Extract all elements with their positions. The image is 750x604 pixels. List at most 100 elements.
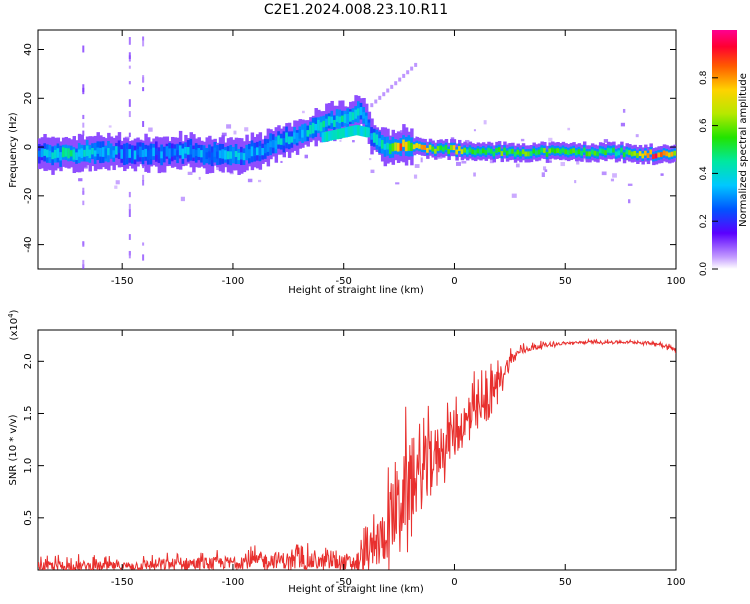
spectrogram-speckle [489,159,494,164]
colorbar-tick-label: 0.4 [699,166,709,181]
spectrogram-artifact [128,111,131,118]
spectrogram-artifact [128,191,131,198]
colorbar: 0.0 0.2 0.4 0.6 0.8 Normalized spectral ampl… [699,30,749,276]
spectrogram-streak [370,103,374,108]
spectrogram-band-core [380,140,385,149]
spectrogram-band-core [330,116,334,124]
spectrogram-band-core [53,149,58,159]
spectrogram-band-core [213,147,217,157]
spectrogram-band-core [513,151,518,157]
spectrogram-band-core [543,148,547,153]
spectrogram-band-core [359,107,364,116]
spectrogram-band-core [582,147,587,153]
spectrogram-band-core [574,150,579,156]
snr-xtick-label: 50 [559,577,572,588]
spectrogram-band-core [333,119,337,127]
spectrogram-speckle [413,174,418,179]
spectrogram-band-core [540,147,544,153]
spectrogram-band-core [240,152,244,160]
spectrogram-artifact [142,180,145,186]
spectrogram-band-core [609,148,613,154]
spectrogram-band-core [471,149,475,155]
spectrogram-speckle [627,183,633,186]
spectrogram-speckle [115,180,120,185]
spectrogram-band-core [181,148,186,159]
spectrogram-streak [410,66,414,71]
spectrogram-speckle [465,139,470,144]
spectrogram-band-core [479,149,483,155]
spectrogram-band-core [168,148,172,159]
spectrogram-streak [382,92,386,97]
spectrogram-band-core [548,148,552,154]
spectrogram-band-core [402,139,406,147]
spectrogram-band-core [660,152,664,157]
spectrogram-band-core [492,151,497,157]
snr-ytick-label: 2.0 [23,353,34,369]
spectrogram-band-core [277,135,281,145]
spectrogram-xtick-label: 50 [559,276,572,287]
spectrogram-artifact [142,254,145,261]
spectrogram-band-core [69,150,74,157]
spectrogram-heat [38,36,676,269]
spectrogram-band-core [407,140,411,151]
spectrogram-ytick-label: 0 [23,144,34,150]
spectrogram-band-core [301,129,305,138]
spectrogram-artifact [128,99,131,107]
spectrogram-band-core [317,119,321,131]
spectrogram-artifact [82,114,85,120]
spectrogram-band-core [157,150,162,160]
spectrogram-secondary [325,131,330,142]
spectrogram-band-core [625,149,629,155]
spectrogram-speckle [548,160,552,163]
spectrogram-speckle [148,127,153,132]
spectrogram-streak [378,95,382,100]
spectrogram-band-core [226,151,231,160]
spectrogram-band-core [104,148,108,159]
spectrogram-band-core [628,150,632,155]
colorbar-gradient [712,30,737,269]
spectrogram-band-core [617,150,621,156]
spectrogram-band-core [428,144,433,150]
spectrogram-speckle [339,139,342,142]
spectrogram-band-core [146,150,151,160]
spectrogram-band-core [399,143,403,151]
spectrogram-band-core [115,146,119,155]
spectrogram-band-core [162,151,167,158]
spectrogram-band-core [178,145,183,156]
spectrogram-band-core [439,145,443,151]
colorbar-tick-label: 0.2 [699,214,709,228]
spectrogram-band-core [633,150,637,156]
spectrogram-band-core [200,150,204,158]
spectrogram-speckle [610,178,615,182]
spectrogram-band-core [234,151,239,157]
spectrogram-band-core [383,143,388,150]
spectrogram-band-core [431,146,435,152]
spectrogram-band-core [388,143,393,155]
spectrogram-band-core [644,150,648,156]
spectrogram-artifact [142,40,145,47]
spectrogram-artifact [82,87,85,95]
spectrogram-speckle [244,127,249,132]
spectrogram-artifact [82,187,85,195]
spectrogram-band-core [221,149,225,159]
spectrogram-speckle [461,160,467,164]
spectrogram-band-core [460,149,465,155]
spectrogram-artifact [128,37,131,45]
spectrogram-band-core [173,148,178,156]
spectrogram-band-core [465,149,470,155]
spectrogram-speckle [216,166,221,171]
spectrogram-band-core [481,148,486,154]
spectrogram-band-core [604,150,608,156]
spectrogram-band-core [489,148,494,154]
spectrogram-band-core [56,148,61,158]
spectrogram-band-core [508,149,512,155]
spectrogram-band-core [295,132,300,143]
spectrogram-band-core [335,115,340,122]
spectrogram-band-core [529,151,534,156]
spectrogram-band-core [567,150,571,156]
spectrogram-band-core [396,142,401,152]
spectrogram-band-core [452,145,457,151]
spectrogram-band-core [197,147,201,157]
spectrogram-band-core [524,151,528,157]
spectrogram-band-core [133,150,138,160]
